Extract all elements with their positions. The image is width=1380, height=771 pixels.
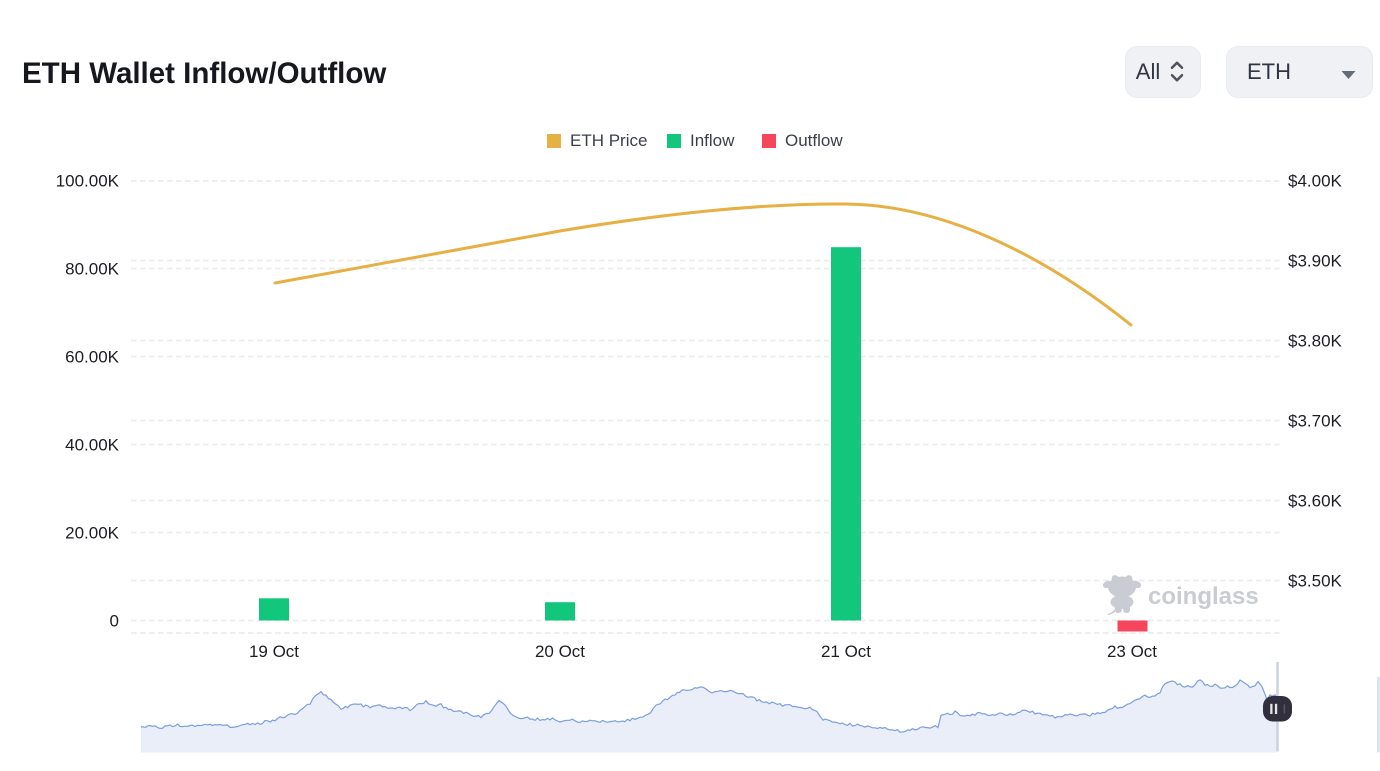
svg-text:$3.90K: $3.90K bbox=[1288, 252, 1343, 271]
svg-text:0: 0 bbox=[110, 612, 119, 631]
svg-text:$3.80K: $3.80K bbox=[1288, 332, 1343, 351]
svg-text:$3.60K: $3.60K bbox=[1288, 492, 1343, 511]
svg-text:19 Oct: 19 Oct bbox=[249, 642, 299, 661]
svg-text:100.00K: 100.00K bbox=[56, 172, 120, 191]
svg-text:20 Oct: 20 Oct bbox=[535, 642, 585, 661]
svg-text:40.00K: 40.00K bbox=[65, 436, 120, 455]
svg-text:21 Oct: 21 Oct bbox=[821, 642, 871, 661]
svg-text:80.00K: 80.00K bbox=[65, 260, 120, 279]
svg-text:coinglass: coinglass bbox=[1148, 583, 1259, 610]
svg-text:$4.00K: $4.00K bbox=[1288, 172, 1343, 191]
svg-text:20.00K: 20.00K bbox=[65, 524, 120, 543]
svg-text:60.00K: 60.00K bbox=[65, 348, 120, 367]
svg-text:$3.50K: $3.50K bbox=[1288, 572, 1343, 591]
svg-text:23 Oct: 23 Oct bbox=[1107, 642, 1157, 661]
svg-text:$3.70K: $3.70K bbox=[1288, 412, 1343, 431]
